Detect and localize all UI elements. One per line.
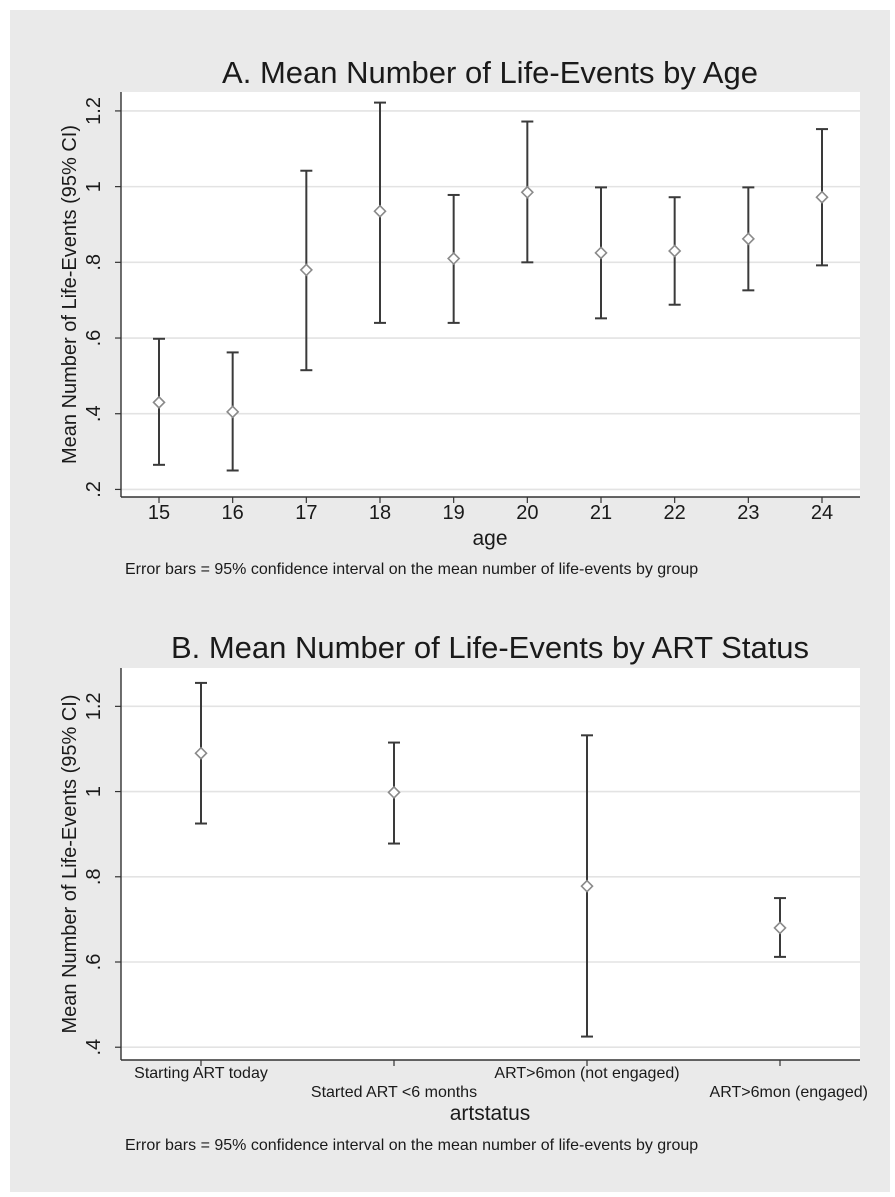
mean-marker bbox=[447, 251, 461, 266]
x-axis-label: artstatus bbox=[450, 1102, 531, 1125]
y-axis-label: Mean Number of Life-Events (95% CI) bbox=[59, 694, 81, 1033]
y-tick-label: 1 bbox=[83, 786, 105, 797]
x-tick-label: Started ART <6 months bbox=[311, 1084, 477, 1101]
x-tick-label: 16 bbox=[222, 502, 244, 524]
y-tick-label: .6 bbox=[83, 330, 105, 347]
y-tick-label: 1.2 bbox=[83, 97, 105, 125]
x-tick-label: 24 bbox=[811, 502, 833, 524]
chart-note: Error bars = 95% confidence interval on … bbox=[125, 1137, 698, 1154]
x-tick-label: 23 bbox=[737, 502, 759, 524]
chart-note: Error bars = 95% confidence interval on … bbox=[125, 561, 698, 578]
x-tick-label: 17 bbox=[295, 502, 317, 524]
chart-title: A. Mean Number of Life-Events by Age bbox=[222, 55, 758, 90]
x-tick-label: ART>6mon (engaged) bbox=[710, 1084, 868, 1101]
mean-marker bbox=[741, 232, 755, 246]
y-tick-label: 1.2 bbox=[83, 692, 105, 720]
x-tick-label: 22 bbox=[664, 502, 686, 524]
mean-marker bbox=[580, 879, 594, 893]
x-tick-label: ART>6mon (not engaged) bbox=[494, 1065, 679, 1082]
x-tick-label: 19 bbox=[443, 502, 465, 524]
mean-marker bbox=[594, 246, 608, 260]
y-tick-label: .2 bbox=[83, 481, 105, 498]
x-tick-label: 21 bbox=[590, 502, 612, 524]
x-tick-label: 20 bbox=[516, 502, 538, 524]
y-tick-label: .4 bbox=[83, 1039, 105, 1056]
y-axis-label: Mean Number of Life-Events (95% CI) bbox=[59, 125, 81, 464]
x-tick-label: Starting ART today bbox=[134, 1065, 268, 1082]
chart-title: B. Mean Number of Life-Events by ART Sta… bbox=[171, 630, 809, 665]
x-tick-label: 15 bbox=[148, 502, 170, 524]
mean-marker bbox=[520, 185, 534, 199]
mean-marker bbox=[299, 263, 313, 277]
mean-marker bbox=[668, 244, 682, 258]
mean-marker bbox=[373, 204, 387, 218]
y-tick-label: 1 bbox=[83, 181, 105, 192]
y-tick-label: .8 bbox=[83, 868, 105, 885]
plot-area bbox=[121, 668, 860, 1060]
mean-marker bbox=[773, 921, 787, 935]
mean-marker bbox=[194, 746, 208, 760]
y-tick-label: .8 bbox=[83, 254, 105, 271]
y-tick-label: .6 bbox=[83, 954, 105, 971]
mean-marker bbox=[815, 190, 829, 204]
mean-marker bbox=[387, 785, 401, 800]
x-tick-label: 18 bbox=[369, 502, 391, 524]
x-axis-label: age bbox=[472, 527, 507, 550]
mean-marker bbox=[226, 405, 240, 419]
mean-marker bbox=[152, 395, 166, 410]
y-tick-label: .4 bbox=[83, 405, 105, 422]
plot-area bbox=[121, 92, 860, 497]
